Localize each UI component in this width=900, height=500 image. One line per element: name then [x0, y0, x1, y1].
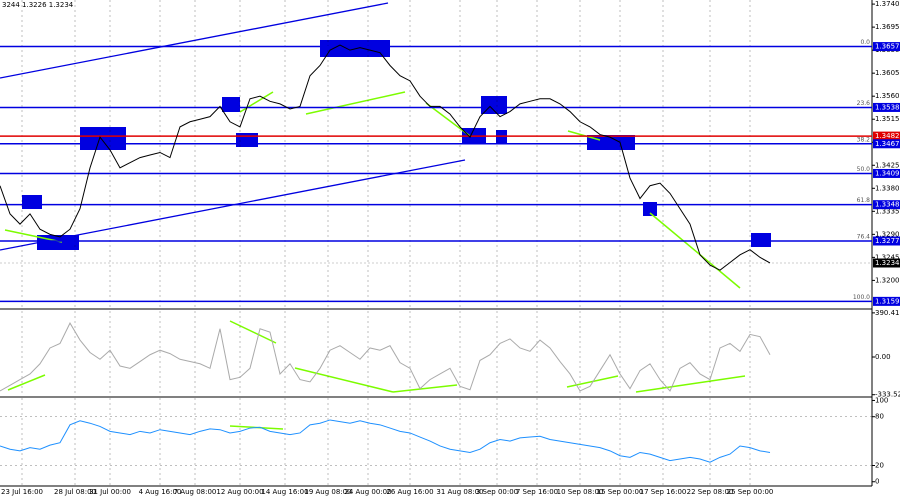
- level-label-box: [873, 258, 900, 268]
- level-label: 1.3159: [875, 297, 900, 305]
- divergence-line: [294, 367, 394, 393]
- y-tick-label: 1.3290: [875, 230, 900, 238]
- fib-label: 76.4: [857, 233, 871, 240]
- x-tick-label: 31 Aug 08:00: [436, 488, 483, 496]
- fib-label: 50.0: [857, 166, 871, 173]
- y-tick-label: 1.3695: [875, 23, 900, 31]
- channel-line: [0, 2, 389, 79]
- y-tick-label: 1.3740: [875, 0, 900, 8]
- divergence-line: [229, 320, 277, 344]
- zone-box: [222, 97, 240, 112]
- divergence-line: [305, 91, 406, 115]
- y-tick-label: 0.00: [875, 353, 891, 361]
- x-tick-label: 23 Jul 16:00: [1, 488, 43, 496]
- x-tick-label: 14 Aug 16:00: [261, 488, 308, 496]
- x-tick-label: 31 Jul 00:00: [89, 488, 131, 496]
- level-label: 1.3467: [875, 140, 900, 148]
- level-label: 1.3657: [875, 43, 900, 51]
- level-label-box: [873, 236, 900, 246]
- divergence-line: [392, 384, 458, 393]
- level-label: 1.3277: [875, 237, 900, 245]
- x-tick-label: 17 Sep 16:00: [640, 488, 687, 496]
- series-line: [0, 44, 771, 271]
- x-tick-label: 22 Sep 08:00: [687, 488, 734, 496]
- zone-box: [751, 233, 771, 247]
- divergence-line: [635, 375, 746, 393]
- x-tick-label: 15 Sep 00:00: [597, 488, 644, 496]
- level-label-box: [873, 200, 900, 210]
- divergence-line: [566, 375, 619, 388]
- x-tick-label: 26 Aug 16:00: [386, 488, 433, 496]
- x-tick-label: 24 Aug 00:00: [344, 488, 391, 496]
- y-tick-label: 1.3335: [875, 207, 900, 215]
- y-tick-label: 100: [875, 396, 888, 404]
- annotations: [0, 2, 771, 430]
- y-tick-label: 1.3245: [875, 253, 900, 261]
- series-line: [0, 419, 771, 463]
- zone-box: [22, 195, 42, 209]
- fib-label: 61.8: [857, 197, 871, 204]
- series-line: [0, 322, 771, 392]
- level-label: 1.3538: [875, 103, 900, 111]
- y-tick-label: 80: [875, 413, 884, 421]
- zone-box: [643, 202, 657, 216]
- x-tick-label: 28 Jul 08:00: [54, 488, 96, 496]
- y-tick-label: 1.3200: [875, 276, 900, 284]
- fib-label: 0.0: [860, 39, 870, 46]
- x-tick-label: 3 Sep 00:00: [476, 488, 518, 496]
- divergence-line: [239, 91, 274, 113]
- y-tick-label: 390.4163: [875, 309, 900, 317]
- x-tick-label: 7 Aug 08:00: [174, 488, 217, 496]
- level-label-box: [873, 296, 900, 306]
- level-label: 1.3234: [875, 259, 900, 267]
- x-tick-label: 10 Sep 08:00: [557, 488, 604, 496]
- zone-box: [37, 235, 79, 250]
- zone-box: [236, 133, 258, 147]
- level-label-box: [873, 131, 900, 141]
- divergence-line: [425, 102, 471, 137]
- zone-box: [496, 130, 507, 144]
- y-tick-label: 0: [875, 478, 879, 486]
- level-label: 1.3348: [875, 201, 900, 209]
- divergence-line: [4, 229, 63, 243]
- level-label: 1.3482: [875, 132, 900, 140]
- x-tick-label: 12 Aug 00:00: [216, 488, 263, 496]
- divergence-line: [7, 374, 46, 391]
- level-label-box: [873, 139, 900, 149]
- y-tick-label: 1.3380: [875, 184, 900, 192]
- y-tick-label: 20: [875, 461, 884, 469]
- level-label-box: [873, 42, 900, 52]
- y-tick-label: 1.3425: [875, 161, 900, 169]
- level-label-box: [873, 102, 900, 112]
- price-header: 3244 1.3226 1.3234: [2, 1, 74, 9]
- level-label: 1.3409: [875, 169, 900, 177]
- fib-label: 23.6: [857, 100, 871, 107]
- fib-label: 38.2: [857, 136, 871, 143]
- y-tick-label: 1.3560: [875, 92, 900, 100]
- x-tick-label: 25 Sep 00:00: [727, 488, 774, 496]
- x-tick-label: 19 Aug 08:00: [304, 488, 351, 496]
- fib-label: 100.0: [853, 294, 870, 301]
- y-tick-label: -333.522: [875, 391, 900, 399]
- zone-box: [587, 135, 635, 150]
- y-tick-label: 1.3515: [875, 115, 900, 123]
- x-tick-label: 4 Aug 16:00: [139, 488, 182, 496]
- y-tick-label: 1.3605: [875, 69, 900, 77]
- x-tick-label: 7 Sep 16:00: [516, 488, 558, 496]
- zone-box: [80, 127, 126, 150]
- divergence-line: [649, 212, 741, 289]
- level-label-box: [873, 168, 900, 178]
